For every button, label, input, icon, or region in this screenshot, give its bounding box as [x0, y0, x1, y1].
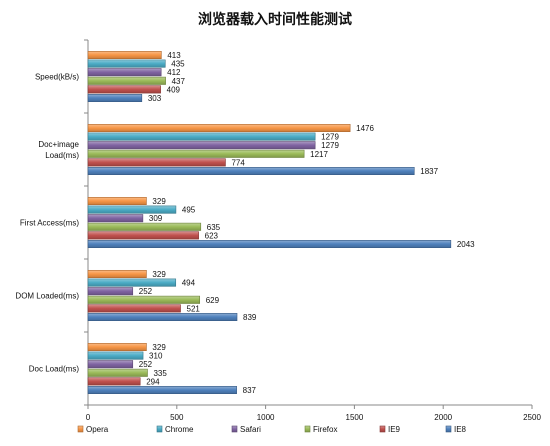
bar-safari: [87, 360, 134, 369]
bar-ie8: [87, 94, 143, 103]
data-label: 635: [207, 223, 221, 232]
chart-title: 浏览器载入时间性能测试: [198, 11, 352, 28]
data-label: 412: [167, 68, 181, 77]
legend-label: Chrome: [165, 425, 194, 434]
bar-chrome: [87, 278, 177, 287]
legend-label: Firefox: [313, 425, 337, 434]
bar-ie9: [87, 85, 161, 94]
bar-ie8: [87, 385, 237, 394]
plot-area: 0 500 1000 1500 2000 2500 Speed(kB/s) 413435412…: [15, 39, 541, 422]
bar-ie9: [87, 377, 141, 386]
legend-swatch-safari: [231, 425, 238, 433]
bar-firefox: [87, 295, 201, 304]
data-label: 1279: [321, 141, 339, 150]
bar-ie8: [87, 167, 415, 176]
x-tick-label: 2000: [434, 413, 452, 422]
data-label: 1279: [321, 133, 339, 142]
legend-swatch-firefox: [304, 425, 311, 433]
legend-label: Opera: [86, 425, 109, 434]
data-label: 329: [152, 197, 166, 206]
bar-chrome: [87, 351, 144, 360]
x-tick-label: 0: [86, 413, 91, 422]
data-label: 2043: [457, 240, 475, 249]
category-label: Doc+image Load(ms): [38, 140, 79, 160]
bar-firefox: [87, 368, 148, 377]
legend-label: IE8: [454, 425, 467, 434]
bar-chrome: [87, 59, 166, 68]
bar-ie9: [87, 231, 199, 240]
x-tick-label: 2500: [523, 413, 541, 422]
x-tick-label: 1000: [257, 413, 275, 422]
bar-firefox: [87, 149, 305, 158]
category-label: Speed(kB/s): [35, 73, 79, 82]
category-label: First Access(ms): [20, 219, 79, 228]
data-label: 837: [243, 386, 257, 395]
bar-safari: [87, 141, 316, 150]
legend: Opera Chrome Safari Firefox IE9 IE8: [77, 425, 467, 434]
data-label: 774: [231, 158, 245, 167]
data-label: 437: [172, 77, 186, 86]
bar-opera: [87, 197, 147, 206]
data-label: 252: [139, 287, 153, 296]
data-label: 494: [182, 279, 196, 288]
data-label: 329: [152, 270, 166, 279]
data-label: 1217: [310, 150, 328, 159]
bar-opera: [87, 342, 147, 351]
data-label: 839: [243, 313, 257, 322]
data-label: 495: [182, 206, 196, 215]
data-label: 413: [167, 51, 181, 60]
legend-swatch-ie9: [379, 425, 386, 433]
bar-ie9: [87, 158, 226, 167]
data-label: 521: [187, 304, 201, 313]
bar-ie8: [87, 312, 238, 321]
data-label: 310: [149, 352, 163, 361]
bar-chrome: [87, 132, 316, 141]
bar-opera: [87, 124, 351, 133]
data-label: 1837: [420, 167, 438, 176]
bar-firefox: [87, 76, 166, 85]
bar-ie9: [87, 304, 181, 313]
legend-label: IE9: [388, 425, 401, 434]
data-label: 1476: [356, 124, 374, 133]
legend-swatch-chrome: [156, 425, 163, 433]
x-tick-label: 500: [170, 413, 184, 422]
bar-opera: [87, 50, 162, 59]
bar-safari: [87, 287, 134, 296]
bar-opera: [87, 269, 147, 278]
x-tick-label: 1500: [346, 413, 364, 422]
legend-swatch-opera: [77, 425, 84, 433]
data-label: 303: [148, 94, 162, 103]
data-label: 623: [205, 231, 219, 240]
category-label: Doc Load(ms): [29, 365, 80, 374]
bar-safari: [87, 68, 162, 77]
data-label: 409: [167, 85, 181, 94]
data-label: 435: [171, 60, 185, 69]
data-label: 335: [153, 369, 167, 378]
bar-safari: [87, 214, 144, 223]
bar-chrome: [87, 205, 177, 214]
category-label: DOM Loaded(ms): [15, 292, 79, 301]
data-label: 629: [206, 296, 220, 305]
legend-label: Safari: [240, 425, 261, 434]
data-label: 329: [152, 343, 166, 352]
data-label: 309: [149, 214, 163, 223]
data-label: 294: [146, 377, 160, 386]
data-label: 252: [139, 360, 153, 369]
legend-swatch-ie8: [445, 425, 452, 433]
bar-firefox: [87, 222, 202, 231]
bar-ie8: [87, 240, 452, 249]
